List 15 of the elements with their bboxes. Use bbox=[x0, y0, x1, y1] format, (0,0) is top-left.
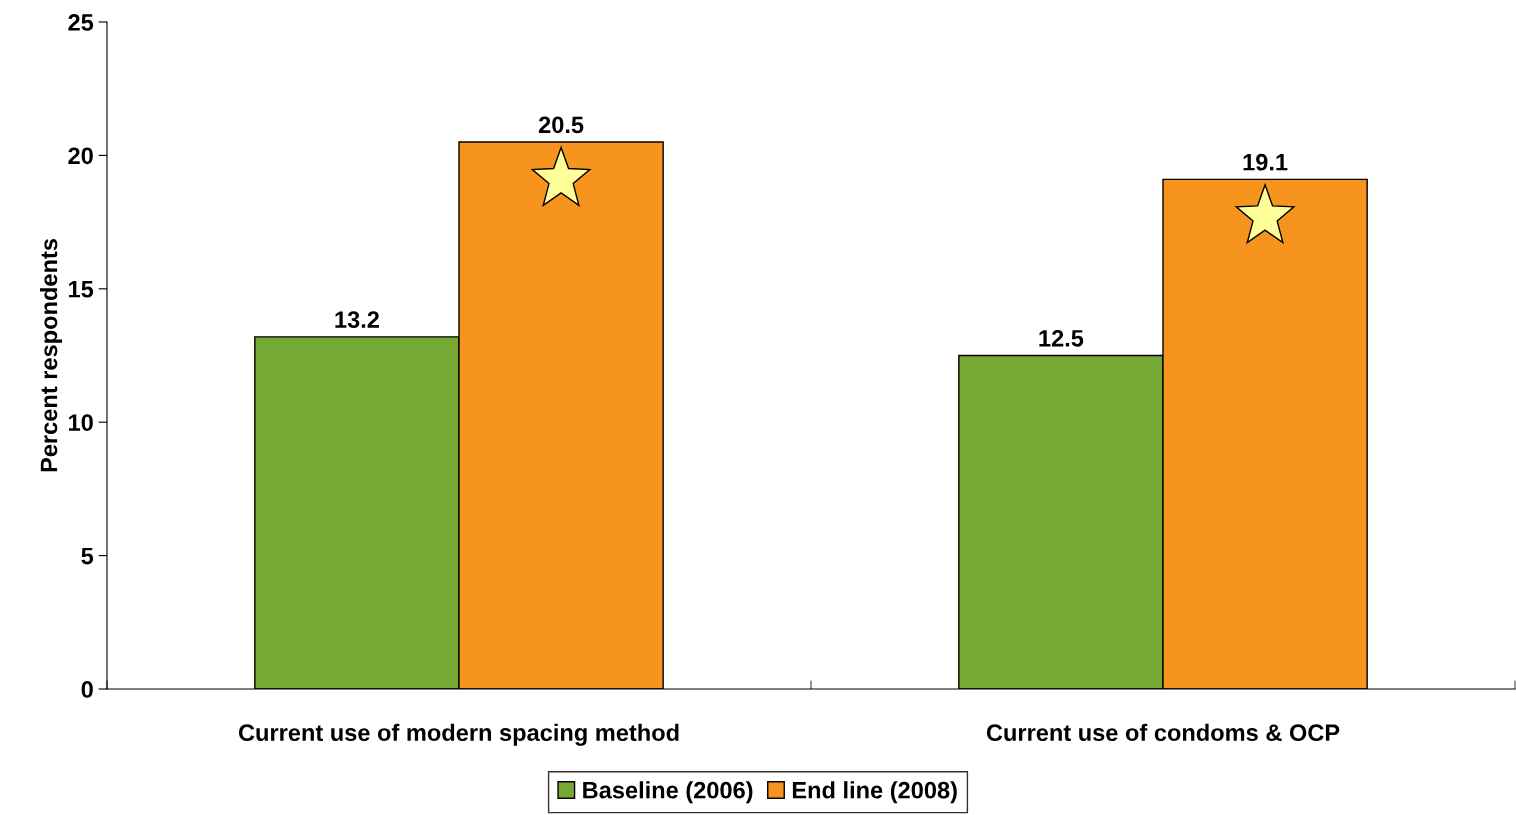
data-label: 12.5 bbox=[1039, 329, 1084, 347]
y-tick-label: 15 bbox=[69, 281, 94, 298]
y-tick-label: 5 bbox=[81, 547, 94, 565]
y-tick-label: 25 bbox=[68, 14, 94, 31]
x-tick-label: Current use of condoms & OCP bbox=[986, 723, 1340, 742]
data-label: 19.1 bbox=[1243, 153, 1288, 171]
legend-label: End line (2008) bbox=[792, 781, 957, 804]
y-tick-label: 20 bbox=[68, 147, 93, 165]
legend-label: Baseline (2006) bbox=[583, 781, 753, 804]
data-label: 20.5 bbox=[538, 116, 584, 134]
x-tick-label: Current use of modern spacing method bbox=[238, 723, 679, 746]
y-axis-title: Percent respondents bbox=[39, 239, 62, 472]
data-label: 13.2 bbox=[335, 311, 379, 329]
y-tick-label: 10 bbox=[69, 414, 93, 431]
y-tick-label: 0 bbox=[81, 681, 93, 698]
